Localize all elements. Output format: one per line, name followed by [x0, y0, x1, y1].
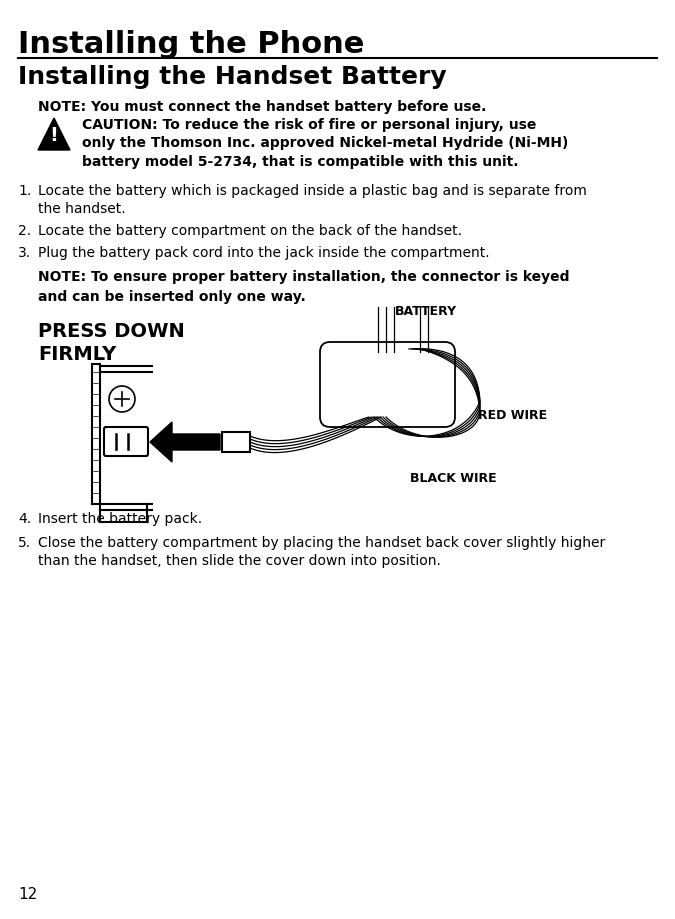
Text: 1.: 1.: [18, 184, 31, 198]
Polygon shape: [150, 422, 220, 462]
Text: Locate the battery compartment on the back of the handset.: Locate the battery compartment on the ba…: [38, 224, 462, 238]
Text: BATTERY: BATTERY: [395, 305, 457, 318]
Text: RED WIRE: RED WIRE: [478, 409, 547, 422]
Text: 12: 12: [18, 887, 37, 902]
Polygon shape: [38, 118, 70, 150]
Text: NOTE: You must connect the handset battery before use.: NOTE: You must connect the handset batte…: [38, 100, 487, 114]
Text: 2.: 2.: [18, 224, 31, 238]
Text: Close the battery compartment by placing the handset back cover slightly higher
: Close the battery compartment by placing…: [38, 536, 605, 568]
Text: BLACK WIRE: BLACK WIRE: [410, 472, 497, 485]
Text: Installing the Handset Battery: Installing the Handset Battery: [18, 65, 447, 89]
Text: Locate the battery which is packaged inside a plastic bag and is separate from
t: Locate the battery which is packaged ins…: [38, 184, 587, 216]
Text: 5.: 5.: [18, 536, 31, 550]
Text: NOTE: To ensure proper battery installation, the connector is keyed
and can be i: NOTE: To ensure proper battery installat…: [38, 270, 570, 303]
Text: 3.: 3.: [18, 246, 31, 260]
Text: CAUTION: To reduce the risk of fire or personal injury, use
only the Thomson Inc: CAUTION: To reduce the risk of fire or p…: [82, 118, 568, 169]
Text: Insert the battery pack.: Insert the battery pack.: [38, 512, 202, 526]
Text: PRESS DOWN
FIRMLY: PRESS DOWN FIRMLY: [38, 322, 185, 365]
Text: 4.: 4.: [18, 512, 31, 526]
Text: Plug the battery pack cord into the jack inside the compartment.: Plug the battery pack cord into the jack…: [38, 246, 489, 260]
Text: Installing the Phone: Installing the Phone: [18, 30, 365, 59]
Text: !: !: [49, 126, 59, 145]
FancyBboxPatch shape: [104, 427, 148, 456]
